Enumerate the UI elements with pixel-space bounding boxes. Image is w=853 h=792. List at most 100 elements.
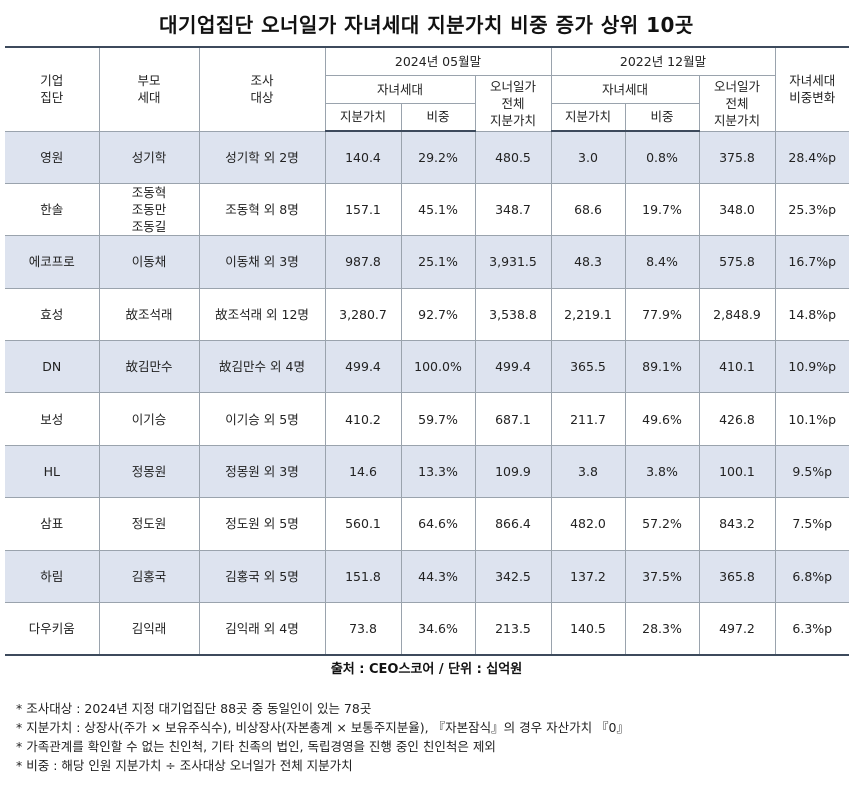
cell-group: HL: [5, 444, 100, 499]
footnote-target: * 조사대상 : 2024년 지정 대기업집단 88곳 중 동일인이 있는 78…: [16, 701, 372, 716]
cell-ratio-2024: 92.7%: [400, 287, 476, 342]
cell-target: 이기승 외 5명: [198, 392, 326, 446]
cell-change: 9.5%p: [774, 444, 849, 499]
cell-parent: 정도원: [98, 497, 200, 551]
page-title: 대기업집단 오너일가 자녀세대 지분가치 비중 증가 상위 10곳: [159, 12, 694, 37]
cell-equity-2022: 482.0: [550, 497, 626, 551]
cell-ratio-2022: 28.3%: [624, 602, 700, 656]
table-row: 다우키움 김익래 김익래 외 4명 73.8 34.6% 213.5 140.5 28.3% 4…: [5, 602, 849, 656]
cell-ratio-2024: 29.2%: [400, 130, 476, 184]
cell-group: DN: [5, 340, 100, 394]
cell-ratio-2022: 89.1%: [624, 340, 700, 394]
table-row: DN 故김만수 故김만수 외 4명 499.4 100.0% 499.4 365.5 89.1…: [5, 340, 849, 394]
cell-target: 성기학 외 2명: [198, 130, 326, 184]
cell-parent: 이동채: [98, 235, 200, 289]
cell-ratio-2024: 100.0%: [400, 340, 476, 394]
cell-equity-2024: 157.1: [324, 182, 402, 237]
cell-group: 다우키움: [5, 602, 100, 656]
cell-equity-2024: 410.2: [324, 392, 402, 446]
cell-owner-total-2024: 687.1: [474, 392, 552, 446]
cell-equity-2024: 3,280.7: [324, 287, 402, 342]
cell-ratio-2022: 49.6%: [624, 392, 700, 446]
cell-target: 조동혁 외 8명: [198, 182, 326, 237]
header-group: 기업 집단: [5, 46, 100, 132]
table-row: 영원 성기학 성기학 외 2명 140.4 29.2% 480.5 3.0 0.8% 375.8…: [5, 130, 849, 184]
cell-target: 故조석래 외 12명: [198, 287, 326, 342]
cell-equity-2024: 560.1: [324, 497, 402, 551]
cell-owner-total-2024: 213.5: [474, 602, 552, 656]
cell-parent: 김익래: [98, 602, 200, 656]
cell-owner-total-2022: 497.2: [698, 602, 776, 656]
header-children-2024: 자녀세대: [325, 74, 476, 104]
footnotes: * 조사대상 : 2024년 지정 대기업집단 88곳 중 동일인이 있는 78…: [16, 699, 629, 775]
cell-parent: 이기승: [98, 392, 200, 446]
cell-equity-2022: 211.7: [550, 392, 626, 446]
cell-owner-total-2024: 348.7: [474, 182, 552, 237]
cell-equity-2022: 2,219.1: [550, 287, 626, 342]
header-period-2024: 2024년 05월말: [324, 46, 552, 76]
cell-ratio-2022: 8.4%: [624, 235, 700, 289]
cell-owner-total-2022: 575.8: [698, 235, 776, 289]
cell-change: 10.1%p: [774, 392, 849, 446]
cell-equity-2022: 365.5: [550, 340, 626, 394]
table-row: 한솔 조동혁 조동만 조동길 조동혁 외 8명 157.1 45.1% 348.7 68.6…: [5, 182, 849, 237]
cell-owner-total-2022: 410.1: [698, 340, 776, 394]
cell-change: 25.3%p: [774, 182, 849, 237]
cell-ratio-2024: 59.7%: [400, 392, 476, 446]
cell-equity-2024: 73.8: [324, 602, 402, 656]
cell-ratio-2022: 57.2%: [624, 497, 700, 551]
cell-ratio-2024: 64.6%: [400, 497, 476, 551]
header-owner-total-2024: 오너일가 전체 지분가치: [474, 74, 552, 132]
cell-parent: 조동혁 조동만 조동길: [98, 182, 200, 237]
cell-ratio-2022: 0.8%: [624, 130, 700, 184]
cell-owner-total-2024: 3,538.8: [474, 287, 552, 342]
cell-equity-2024: 140.4: [324, 130, 402, 184]
header-change: 자녀세대 비중변화: [774, 46, 849, 132]
cell-ratio-2024: 45.1%: [400, 182, 476, 237]
cell-group: 한솔: [5, 182, 100, 237]
table-row: HL 정몽원 정몽원 외 3명 14.6 13.3% 109.9 3.8 3.8% 100.1 9…: [5, 444, 849, 499]
cell-group: 하림: [5, 549, 100, 604]
cell-owner-total-2022: 843.2: [698, 497, 776, 551]
cell-equity-2022: 3.8: [550, 444, 626, 499]
footnote-exclusion: * 가족관계를 확인할 수 없는 친인척, 기타 친족의 법인, 독립경영을 진…: [16, 739, 496, 754]
header-ratio-2022: 비중: [624, 102, 699, 132]
cell-group: 에코프로: [5, 235, 100, 289]
table-body: 영원 성기학 성기학 외 2명 140.4 29.2% 480.5 3.0 0.8% 375.8…: [5, 130, 849, 656]
cell-equity-2024: 987.8: [324, 235, 402, 289]
cell-target: 故김만수 외 4명: [198, 340, 326, 394]
table-row: 에코프로 이동채 이동채 외 3명 987.8 25.1% 3,931.5 48.3 8.4%…: [5, 235, 849, 289]
cell-group: 삼표: [5, 497, 100, 551]
cell-owner-total-2022: 426.8: [698, 392, 776, 446]
cell-parent: 故조석래: [98, 287, 200, 342]
cell-owner-total-2022: 375.8: [698, 130, 776, 184]
cell-parent: 김홍국: [98, 549, 200, 604]
header-children-2022: 자녀세대: [550, 74, 700, 104]
cell-equity-2022: 48.3: [550, 235, 626, 289]
header-parent: 부모 세대: [98, 46, 200, 132]
cell-ratio-2024: 13.3%: [400, 444, 476, 499]
cell-owner-total-2022: 365.8: [698, 549, 776, 604]
cell-ratio-2024: 34.6%: [400, 602, 476, 656]
cell-owner-total-2024: 866.4: [474, 497, 552, 551]
cell-target: 정도원 외 5명: [198, 497, 326, 551]
header-owner-total-2022: 오너일가 전체 지분가치: [698, 74, 775, 132]
cell-target: 김익래 외 4명: [198, 602, 326, 656]
header-target: 조사 대상: [198, 46, 326, 132]
cell-change: 7.5%p: [774, 497, 849, 551]
header-period-2022: 2022년 12월말: [550, 46, 776, 76]
cell-target: 김홍국 외 5명: [198, 549, 326, 604]
cell-target: 정몽원 외 3명: [198, 444, 326, 499]
cell-owner-total-2022: 348.0: [698, 182, 776, 237]
source-line: 출처 : CEO스코어 / 단위 : 십억원: [330, 662, 523, 677]
cell-group: 영원: [5, 130, 100, 184]
cell-equity-2024: 499.4: [324, 340, 402, 394]
cell-change: 16.7%p: [774, 235, 849, 289]
cell-ratio-2022: 19.7%: [624, 182, 700, 237]
header-equity-2022: 지분가치: [550, 102, 626, 132]
cell-equity-2024: 151.8: [324, 549, 402, 604]
cell-parent: 정몽원: [98, 444, 200, 499]
table-row: 효성 故조석래 故조석래 외 12명 3,280.7 92.7% 3,538.8 2,219…: [5, 287, 849, 342]
cell-change: 14.8%p: [774, 287, 849, 342]
cell-owner-total-2024: 342.5: [474, 549, 552, 604]
